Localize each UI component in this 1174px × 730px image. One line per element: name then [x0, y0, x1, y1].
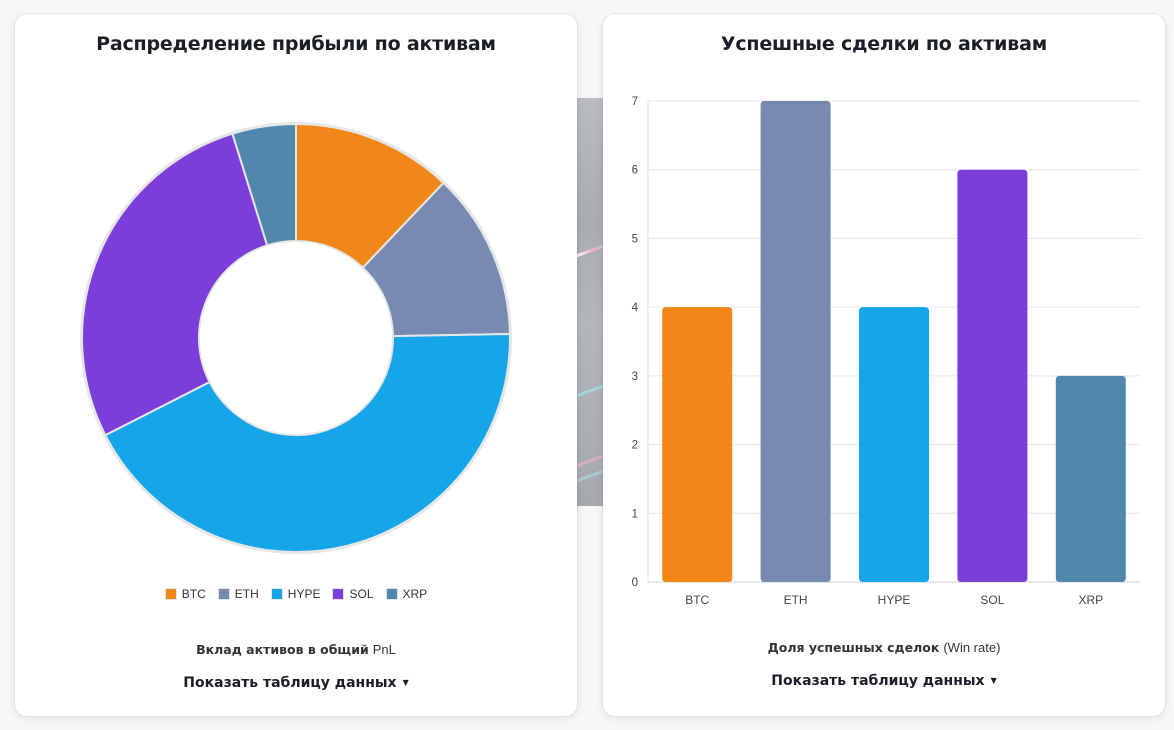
legend-swatch	[217, 588, 230, 600]
bar-hype[interactable]	[859, 307, 929, 582]
donut-slice-btc[interactable]	[295, 123, 445, 269]
legend-swatch	[332, 588, 345, 600]
donut-slice-hype[interactable]	[104, 332, 511, 553]
legend-item-eth[interactable]: ETH	[217, 587, 259, 601]
donut-chart	[80, 122, 512, 554]
y-tick-label: 1	[632, 508, 638, 520]
y-tick-label: 2	[632, 440, 638, 452]
legend-item-xrp[interactable]: XRP	[385, 587, 428, 601]
show-data-table-button[interactable]: Показать таблицу данных ▼	[15, 675, 577, 691]
caption-light: (Win rate)	[943, 640, 1001, 655]
bar-chart: 0 1 2 3 4 5 6 7 BTC ETH HYPE SOL XRP	[632, 96, 1140, 607]
toggle-label: Показать таблицу данных	[183, 675, 397, 691]
show-data-table-button[interactable]: Показать таблицу данных ▼	[603, 673, 1165, 689]
legend-label: XRP	[402, 587, 428, 601]
donut-slice-xrp[interactable]	[231, 123, 297, 247]
y-tick-label: 7	[632, 96, 638, 108]
legend-swatch	[385, 588, 398, 600]
chart-caption: Доля успешных сделок (Win rate)	[603, 640, 1165, 655]
legend-label: SOL	[349, 587, 374, 601]
legend-label: HYPE	[287, 587, 321, 601]
caption-bold: Доля успешных сделок	[767, 640, 940, 655]
x-tick-label: HYPE	[878, 593, 911, 607]
chart-legend: BTC ETH HYPE SOL XRP	[15, 587, 577, 601]
legend-swatch	[270, 588, 283, 600]
legend-label: BTC	[181, 587, 206, 601]
card-title: Успешные сделки по активам	[720, 33, 1048, 55]
legend-label: ETH	[234, 587, 259, 601]
x-tick-label: XRP	[1078, 593, 1103, 607]
y-tick-label: 5	[632, 233, 638, 245]
pnl-distribution-card: Распределение прибыли по активам BTC ETH H…	[15, 14, 577, 716]
donut-slice-sol[interactable]	[81, 132, 269, 437]
bar-btc[interactable]	[662, 307, 733, 582]
legend-item-hype[interactable]: HYPE	[270, 587, 321, 601]
y-tick-label: 6	[632, 165, 638, 177]
y-tick-label: 4	[632, 302, 639, 314]
y-tick-label: 0	[632, 577, 638, 589]
bar-sol[interactable]	[957, 169, 1028, 582]
donut-hole	[200, 242, 392, 434]
winning-trades-card: Успешные сделки по активам 0 1 2 3 4 5 6 7 BTC ET…	[603, 14, 1165, 716]
legend-item-sol[interactable]: SOL	[332, 587, 374, 601]
caption-bold: Вклад активов в общий	[196, 642, 369, 657]
caret-down-icon: ▼	[402, 678, 409, 687]
background-decoration	[574, 98, 606, 506]
legend-item-btc[interactable]: BTC	[164, 587, 206, 601]
caption-light: PnL	[372, 642, 396, 657]
caret-down-icon: ▼	[990, 676, 997, 685]
legend-swatch	[164, 588, 177, 600]
x-tick-label: ETH	[784, 593, 808, 607]
chart-caption: Вклад активов в общий PnL	[15, 642, 577, 657]
bar-xrp[interactable]	[1055, 375, 1126, 582]
card-title: Распределение прибыли по активам	[96, 33, 496, 55]
x-tick-label: BTC	[685, 593, 709, 607]
x-tick-label: SOL	[980, 593, 1004, 607]
toggle-label: Показать таблицу данных	[771, 673, 985, 689]
y-tick-label: 3	[632, 371, 638, 383]
bar-eth[interactable]	[760, 101, 831, 582]
